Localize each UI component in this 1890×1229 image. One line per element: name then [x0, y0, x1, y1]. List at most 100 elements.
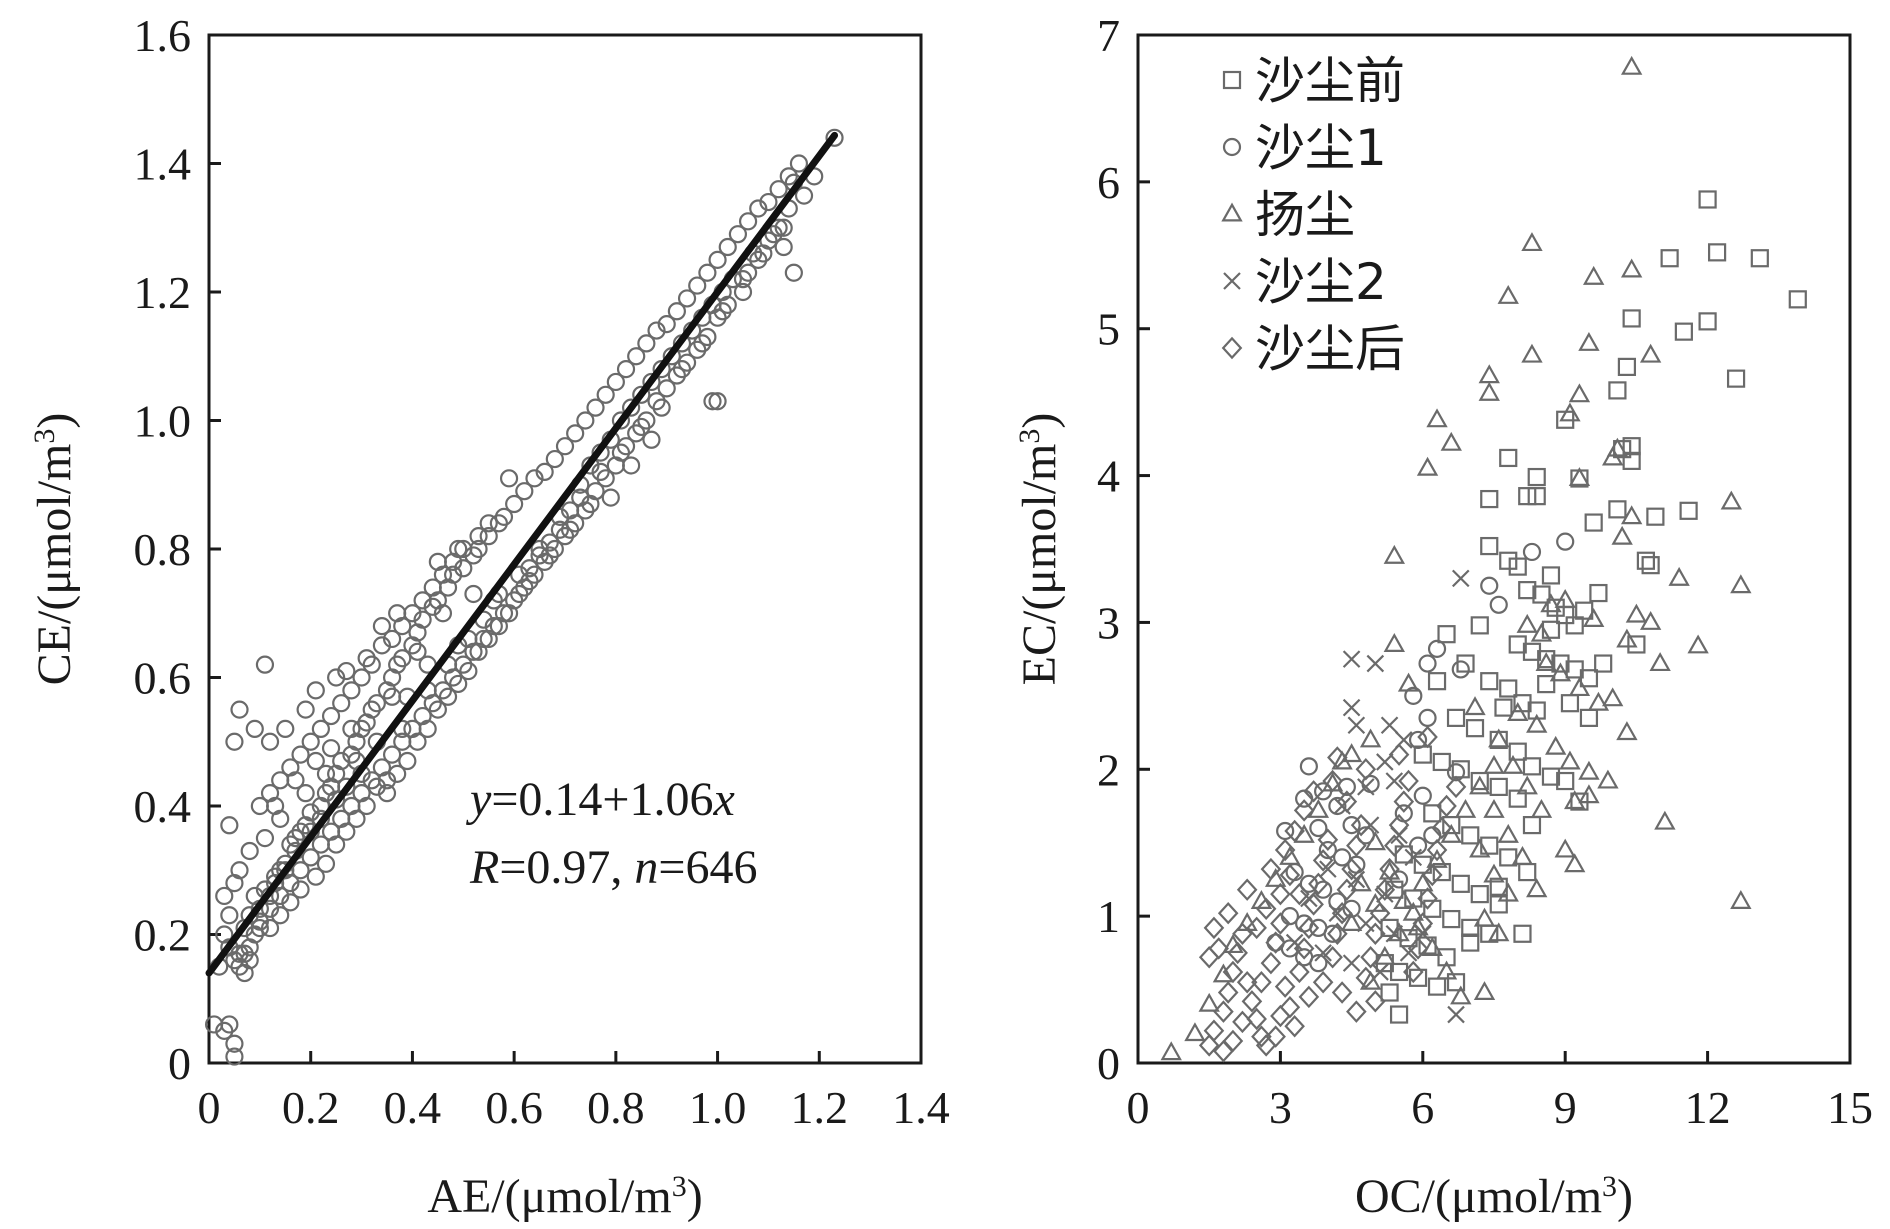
data-point [1478, 381, 1500, 401]
data-point [1357, 778, 1375, 796]
data-point [1521, 343, 1543, 363]
data-point [1236, 971, 1258, 994]
data-point [566, 424, 585, 443]
data-point [1587, 691, 1610, 711]
x-tick-label: 1.4 [892, 1082, 950, 1133]
x-tick-label: 15 [1827, 1082, 1873, 1133]
data-point [1465, 719, 1485, 738]
data-point [1436, 794, 1457, 818]
chart1-y-ticks: 0 0.2 0.4 0.6 0.8 1.0 1.2 1.4 1.6 [134, 10, 221, 1089]
data-point [1499, 448, 1518, 468]
data-point [657, 379, 676, 398]
data-point [271, 886, 290, 906]
data-point [1469, 838, 1491, 858]
data-point [1322, 946, 1343, 969]
data-point [1295, 789, 1314, 808]
data-point [418, 719, 437, 739]
data-point [627, 347, 646, 366]
data-point [1620, 55, 1643, 75]
chart2-y-axis-label: EC/(μmol/m3) [1013, 413, 1067, 686]
data-point [759, 192, 778, 212]
data-point [1578, 784, 1600, 804]
data-point [1355, 758, 1377, 781]
data-point [1608, 381, 1627, 400]
data-point [464, 584, 483, 604]
data-point [1418, 654, 1437, 673]
data-point [1331, 981, 1353, 1004]
x-tick-label: 6 [1411, 1082, 1434, 1133]
data-point [510, 565, 529, 584]
data-point [1308, 872, 1329, 896]
y-tick-label: 1 [1097, 891, 1120, 942]
data-point [382, 629, 402, 649]
chart1-plot-frame [207, 33, 923, 1065]
data-point [1568, 467, 1591, 487]
data-point [1442, 909, 1461, 929]
data-point [1526, 878, 1548, 898]
data-point [388, 764, 407, 783]
data-point [1198, 946, 1220, 969]
data-point [1578, 331, 1600, 351]
data-point [718, 237, 737, 257]
y-tick-label: 0.8 [134, 524, 192, 575]
data-point [1260, 857, 1282, 881]
data-point [372, 616, 392, 636]
data-point [1426, 848, 1448, 868]
data-point [1342, 815, 1361, 835]
data-point [1232, 1010, 1253, 1034]
x-tick-label: 1.0 [689, 1082, 747, 1133]
data-point [1388, 743, 1410, 766]
data-point [1328, 796, 1347, 816]
data-point [250, 796, 269, 816]
data-point [1654, 810, 1676, 830]
data-point [1404, 848, 1423, 867]
data-point [499, 604, 519, 623]
data-point [1521, 232, 1543, 252]
data-point [1582, 608, 1605, 627]
data-point [647, 321, 666, 340]
data-point [1608, 500, 1627, 519]
data-point [1469, 775, 1491, 795]
data-point [1393, 790, 1415, 813]
data-point [1489, 595, 1508, 614]
data-point [1327, 922, 1348, 945]
y-tick-label: 0 [168, 1038, 191, 1089]
data-point [738, 212, 758, 231]
data-point [1470, 771, 1489, 791]
data-point [423, 578, 442, 597]
data-point [454, 539, 473, 559]
data-point [1319, 860, 1337, 878]
data-point [1537, 650, 1556, 669]
data-point [260, 899, 280, 918]
data-point [1522, 757, 1542, 776]
data-point [1323, 924, 1342, 943]
data-point [1451, 569, 1470, 588]
data-point [728, 225, 748, 244]
legend-label: 沙尘前 [1255, 52, 1405, 110]
data-point [1232, 922, 1253, 945]
data-point [266, 796, 285, 816]
data-point [499, 469, 519, 488]
data-point [367, 777, 386, 796]
data-point [1516, 775, 1538, 795]
data-point [1437, 948, 1456, 967]
data-point [1582, 265, 1605, 285]
data-point [1366, 654, 1385, 673]
data-point [1447, 1005, 1465, 1024]
data-point [1440, 431, 1462, 451]
data-point [1203, 1019, 1225, 1042]
data-point [1389, 962, 1409, 982]
data-point [1499, 551, 1518, 570]
data-point [260, 918, 280, 938]
chart1-x-ticks: 0 0.2 0.4 0.6 0.8 1.0 1.2 1.4 [198, 1051, 950, 1133]
data-point [1402, 901, 1424, 921]
data-point [1549, 662, 1572, 682]
data-point [1499, 679, 1518, 698]
data-point [1578, 760, 1600, 780]
data-point [1461, 826, 1480, 845]
data-point [1540, 593, 1562, 613]
data-point [1461, 918, 1480, 937]
data-point [1423, 899, 1442, 918]
data-point [1541, 566, 1561, 585]
